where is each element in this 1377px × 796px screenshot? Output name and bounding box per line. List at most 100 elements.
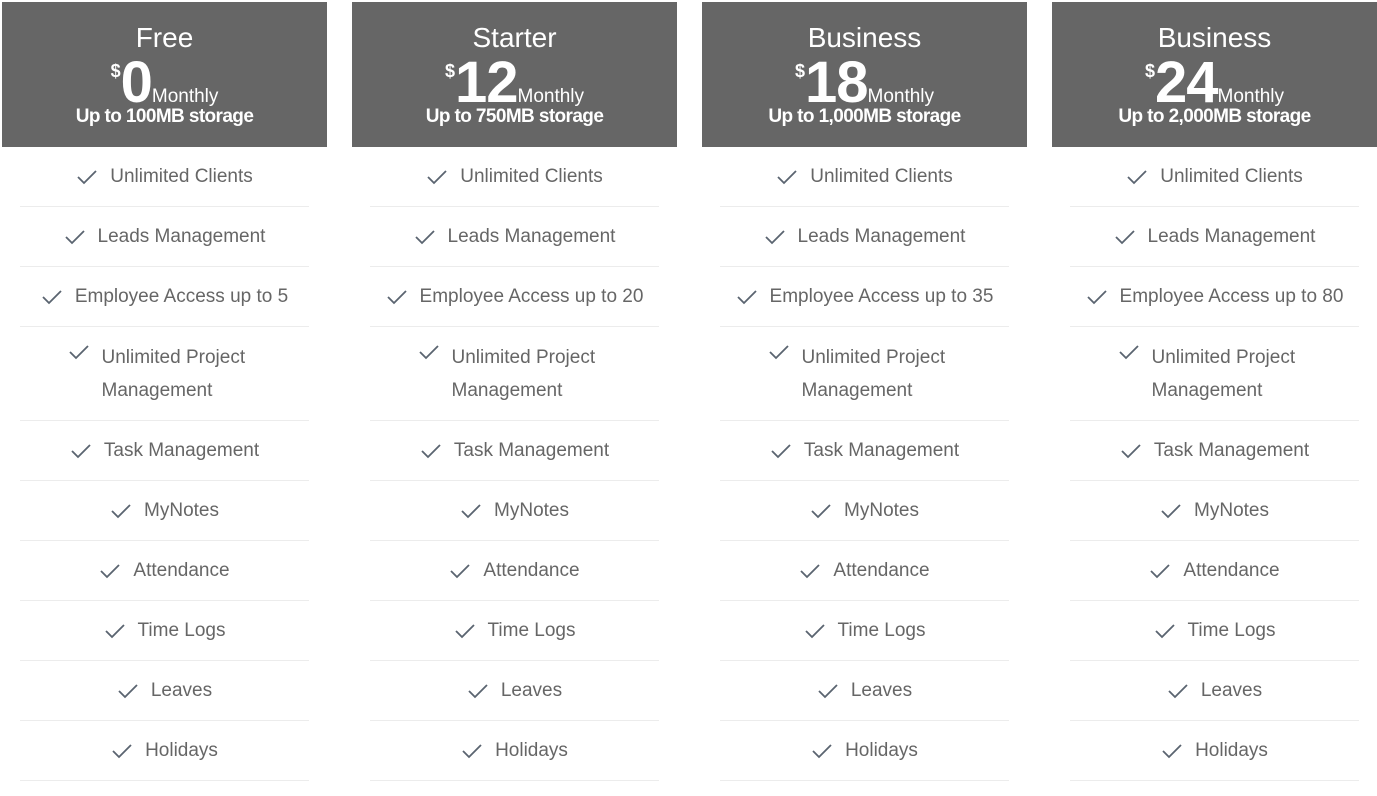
check-icon <box>811 503 831 518</box>
feature-label: Leaves <box>150 679 213 701</box>
currency-symbol: $ <box>444 61 455 81</box>
feature-label: Task Management <box>803 439 960 461</box>
feature-item: MyNotes <box>20 481 309 541</box>
pricing-plan-3: Business $24Monthly Up to 2,000MB storag… <box>1052 2 1377 781</box>
check-icon <box>64 229 85 244</box>
check-icon <box>818 683 838 698</box>
check-icon <box>777 169 797 184</box>
billing-period: Monthly <box>867 86 935 107</box>
feature-item: Unlimited Clients <box>370 147 659 207</box>
check-icon <box>112 743 132 758</box>
feature-label: Attendance <box>1183 559 1280 581</box>
plan-name: Starter <box>472 22 557 53</box>
feature-item: Employee Access up to 35 <box>720 267 1009 327</box>
check-icon <box>104 623 125 638</box>
feature-label: Employee Access up to 20 <box>419 285 644 307</box>
feature-label: MyNotes <box>494 499 569 521</box>
feature-label: MyNotes <box>1194 499 1269 521</box>
feature-label: Task Management <box>453 439 610 461</box>
feature-label: Holidays <box>495 739 568 761</box>
feature-label: MyNotes <box>844 499 919 521</box>
feature-label: Unlimited Project Management <box>101 346 246 401</box>
feature-label: Employee Access up to 5 <box>74 285 289 307</box>
feature-item: Unlimited Clients <box>20 147 309 207</box>
feature-label: Time Logs <box>837 619 926 641</box>
feature-label: Holidays <box>845 739 918 761</box>
feature-item: Task Management <box>1070 421 1359 481</box>
feature-label: Unlimited Clients <box>460 165 603 187</box>
feature-list: Unlimited Clients Leads Management Emplo… <box>370 147 659 781</box>
feature-item: Leaves <box>720 661 1009 721</box>
pricing-plan-1: Starter $12Monthly Up to 750MB storage U… <box>352 2 677 781</box>
check-icon <box>100 563 121 578</box>
feature-item: Unlimited Clients <box>720 147 1009 207</box>
feature-label: Unlimited Clients <box>1160 165 1303 187</box>
feature-label: Unlimited Project Management <box>451 346 596 401</box>
feature-label: Unlimited Clients <box>110 165 253 187</box>
feature-item: Task Management <box>20 421 309 481</box>
check-icon <box>1121 443 1141 458</box>
check-icon <box>421 443 441 458</box>
feature-item: MyNotes <box>370 481 659 541</box>
feature-label: Attendance <box>483 559 580 581</box>
feature-item: Unlimited Project Management <box>720 327 1009 421</box>
feature-item: Unlimited Clients <box>1070 147 1359 207</box>
feature-item: Leaves <box>370 661 659 721</box>
feature-label: Leads Management <box>1147 225 1316 247</box>
feature-item: Leads Management <box>20 207 309 267</box>
feature-label: Unlimited Project Management <box>1151 346 1296 401</box>
check-icon <box>450 563 471 578</box>
feature-item: Time Logs <box>20 601 309 661</box>
check-icon <box>1118 345 1139 360</box>
feature-item: Leaves <box>20 661 309 721</box>
feature-list: Unlimited Clients Leads Management Emplo… <box>1070 147 1359 781</box>
check-icon <box>800 563 821 578</box>
storage-limit: Up to 1,000MB storage <box>768 106 961 127</box>
feature-label: Attendance <box>833 559 930 581</box>
check-icon <box>1127 169 1147 184</box>
feature-label: MyNotes <box>144 499 219 521</box>
plan-price: $0Monthly <box>2 54 327 112</box>
feature-item: Unlimited Project Management <box>20 327 309 421</box>
feature-label: Task Management <box>103 439 260 461</box>
feature-item: Attendance <box>1070 541 1359 601</box>
check-icon <box>461 503 481 518</box>
check-icon <box>1086 289 1107 304</box>
feature-label: Time Logs <box>137 619 226 641</box>
feature-item: Holidays <box>1070 721 1359 781</box>
feature-list: Unlimited Clients Leads Management Emplo… <box>720 147 1009 781</box>
check-icon <box>736 289 757 304</box>
check-icon <box>1154 623 1175 638</box>
plan-price: $24Monthly <box>1052 54 1377 112</box>
check-icon <box>462 743 482 758</box>
billing-period: Monthly <box>151 86 219 107</box>
feature-item: Task Management <box>720 421 1009 481</box>
feature-item: Employee Access up to 20 <box>370 267 659 327</box>
feature-item: Holidays <box>20 721 309 781</box>
feature-label: Leaves <box>500 679 563 701</box>
feature-label: Leaves <box>1200 679 1263 701</box>
feature-label: Leads Management <box>797 225 966 247</box>
storage-limit: Up to 750MB storage <box>425 106 604 127</box>
feature-item: Attendance <box>370 541 659 601</box>
feature-item: Leads Management <box>1070 207 1359 267</box>
feature-item: Attendance <box>720 541 1009 601</box>
feature-item: MyNotes <box>1070 481 1359 541</box>
feature-label: Employee Access up to 80 <box>1119 285 1344 307</box>
feature-label: Leads Management <box>447 225 616 247</box>
check-icon <box>1161 503 1181 518</box>
feature-label: Leaves <box>850 679 913 701</box>
feature-item: Unlimited Project Management <box>370 327 659 421</box>
feature-item: Leads Management <box>720 207 1009 267</box>
feature-label: Leads Management <box>97 225 266 247</box>
plan-header: Business $18Monthly Up to 1,000MB storag… <box>702 2 1027 147</box>
price-amount: 24 <box>1154 50 1219 115</box>
check-icon <box>454 623 475 638</box>
currency-symbol: $ <box>110 61 121 81</box>
currency-symbol: $ <box>794 61 805 81</box>
feature-item: Employee Access up to 80 <box>1070 267 1359 327</box>
feature-label: Task Management <box>1153 439 1310 461</box>
plan-name: Business <box>1157 22 1272 53</box>
feature-item: Leads Management <box>370 207 659 267</box>
billing-period: Monthly <box>517 86 585 107</box>
